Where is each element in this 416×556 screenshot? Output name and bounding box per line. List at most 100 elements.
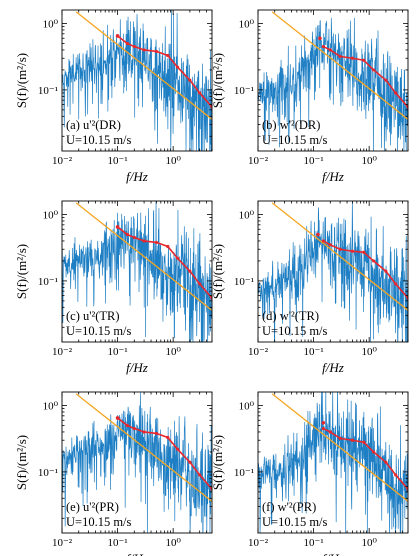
- plot-area: [62, 201, 212, 342]
- bin-averaged-point: [350, 438, 355, 442]
- bin-averaged-point: [125, 41, 129, 46]
- wind-speed-label: U=10.15 m/s: [262, 515, 328, 529]
- bin-averaged-point: [394, 282, 398, 286]
- panel-label: (f) w'²(PR): [262, 500, 316, 514]
- reference-slope-line: [75, 11, 212, 120]
- bin-averaged-point: [175, 65, 180, 69]
- bin-averaged-point: [142, 48, 146, 52]
- panel-e: 10⁻² 10⁻¹ 10⁰ 10⁻¹ 10⁰ f/Hz S(f)/(m²/s) (e) u'²…: [14, 391, 213, 556]
- bin-averaged-point: [384, 269, 388, 273]
- bin-averaged-point: [142, 430, 146, 434]
- y-axis-label: S(f)/(m²/s): [14, 53, 29, 108]
- bin-averaged-point: [350, 56, 355, 60]
- x-tick-label: 10⁰: [361, 537, 377, 549]
- axes-frame: [257, 200, 409, 343]
- bin-averaged-point: [350, 249, 355, 253]
- reference-slope-line: [271, 202, 408, 311]
- x-tick-label: 10⁻¹: [108, 346, 128, 358]
- x-tick-label: 10⁻¹: [108, 537, 128, 549]
- bin-averaged-point: [321, 239, 325, 243]
- plot-area: [62, 10, 212, 151]
- bin-averaged-point: [384, 460, 388, 464]
- y-tick-label: 10⁻¹: [234, 276, 254, 288]
- x-tick-label: 10⁰: [165, 346, 181, 358]
- panel-f: 10⁻² 10⁻¹ 10⁰ 10⁻¹ 10⁰ f/Hz S(f)/(m²/s) (f) w'²…: [210, 391, 409, 556]
- bin-averaged-line: [117, 35, 212, 108]
- bin-averaged-point: [371, 68, 376, 72]
- x-axis-label: f/Hz: [126, 169, 148, 184]
- bin-averaged-line: [117, 226, 212, 299]
- bin-averaged-point: [338, 436, 342, 440]
- x-tick-label: 10⁻²: [52, 537, 73, 549]
- x-tick-label: 10⁻¹: [304, 346, 324, 358]
- peak-point: [115, 34, 120, 38]
- axes-frame: [257, 391, 409, 534]
- wind-speed-label: U=10.15 m/s: [262, 324, 328, 338]
- wind-speed-label: U=10.15 m/s: [66, 515, 132, 529]
- bin-averaged-point: [125, 232, 129, 237]
- panel-label: (d) w'²(TR): [262, 309, 319, 323]
- panel-label: (c) u'²(TR): [66, 309, 120, 323]
- peak-point: [318, 36, 322, 41]
- plot-area: [258, 11, 408, 151]
- x-tick-label: 10⁰: [361, 346, 377, 358]
- bin-averaged-point: [321, 44, 325, 49]
- plot-area: [258, 392, 408, 533]
- y-tick-label: 10⁰: [239, 401, 255, 413]
- bin-averaged-point: [384, 78, 388, 82]
- panel-a: 10⁻² 10⁻¹ 10⁰ 10⁻¹ 10⁰ f/Hz S(f)/(m²/s) (a) u'²…: [14, 9, 213, 184]
- axes-frame: [61, 200, 213, 343]
- y-tick-label: 10⁻¹: [234, 467, 254, 479]
- bin-averaged-point: [154, 240, 159, 245]
- bin-averaged-point: [166, 244, 170, 249]
- bin-averaged-point: [175, 447, 180, 451]
- bin-averaged-point: [371, 259, 376, 263]
- bin-averaged-point: [154, 49, 159, 54]
- bin-averaged-point: [198, 282, 202, 286]
- spectrum-line: [62, 10, 212, 151]
- y-tick-label: 10⁰: [43, 401, 59, 413]
- panel-label: (b) w'²(DR): [262, 118, 320, 132]
- y-axis-label: S(f)/(m²/s): [210, 244, 225, 299]
- reference-slope-line: [75, 202, 212, 311]
- x-tick-label: 10⁰: [361, 155, 377, 167]
- y-tick-label: 10⁻¹: [234, 85, 254, 97]
- peak-point: [321, 420, 326, 425]
- bin-averaged-point: [338, 54, 342, 58]
- y-tick-label: 10⁻¹: [38, 85, 58, 97]
- y-tick-label: 10⁰: [43, 19, 59, 31]
- bin-averaged-point: [394, 91, 398, 95]
- x-axis-label: f/Hz: [126, 551, 148, 556]
- panel-label: (e) u'²(PR): [66, 500, 119, 514]
- bin-averaged-point: [188, 78, 192, 82]
- bin-averaged-point: [362, 250, 366, 254]
- bin-averaged-point: [362, 440, 366, 444]
- wind-speed-label: U=10.15 m/s: [262, 133, 328, 147]
- bin-averaged-point: [188, 269, 192, 273]
- y-axis-label: S(f)/(m²/s): [14, 244, 29, 299]
- panel-label: (a) u'²(DR): [66, 118, 121, 132]
- bin-averaged-point: [321, 426, 325, 431]
- x-axis-label: f/Hz: [322, 360, 344, 375]
- x-axis-label: f/Hz: [322, 169, 344, 184]
- bin-averaged-point: [166, 435, 170, 440]
- axes-frame: [61, 391, 213, 534]
- bin-averaged-point: [362, 58, 366, 62]
- peak-point: [115, 225, 120, 229]
- y-tick-label: 10⁻¹: [38, 467, 58, 479]
- bin-averaged-point: [328, 48, 332, 52]
- x-tick-label: 10⁻²: [248, 537, 269, 549]
- bin-averaged-point: [154, 431, 159, 436]
- bin-averaged-point: [132, 426, 136, 431]
- panel-d: 10⁻² 10⁻¹ 10⁰ 10⁻¹ 10⁰ f/Hz S(f)/(m²/s) (d) w'²…: [210, 200, 409, 375]
- bin-averaged-point: [198, 473, 202, 477]
- x-tick-label: 10⁻²: [52, 155, 73, 167]
- plot-area: [62, 392, 212, 533]
- y-tick-label: 10⁰: [239, 210, 255, 222]
- x-tick-label: 10⁰: [165, 537, 181, 549]
- bin-averaged-point: [338, 247, 342, 251]
- y-tick-label: 10⁰: [239, 19, 255, 31]
- wind-speed-label: U=10.15 m/s: [66, 324, 132, 338]
- spectrum-line: [258, 201, 408, 342]
